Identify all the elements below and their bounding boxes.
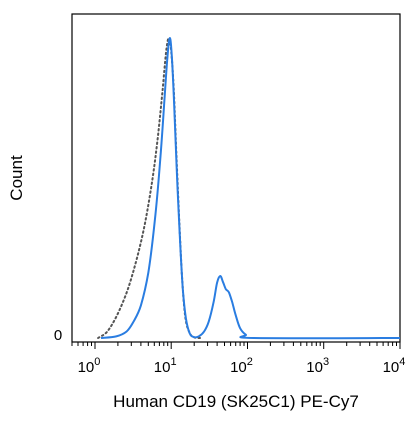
histogram-curves [97,36,401,340]
y-axis-title: Count [7,155,26,201]
x-tick-label: 102 [230,356,253,376]
x-axis-title: Human CD19 (SK25C1) PE-Cy7 [113,392,359,411]
x-tick-label: 104 [383,356,406,376]
plot-frame [71,13,401,343]
y-zero-label: 0 [54,327,62,344]
x-axis-ticks [71,342,401,349]
x-tick-label: 100 [78,356,101,376]
control-histogram-line [97,36,203,339]
x-axis-tick-labels: 100 101 102 103 104 [78,356,406,376]
x-tick-label: 103 [306,356,329,376]
x-tick-label: 101 [154,356,177,376]
stained-histogram-line [100,36,401,340]
